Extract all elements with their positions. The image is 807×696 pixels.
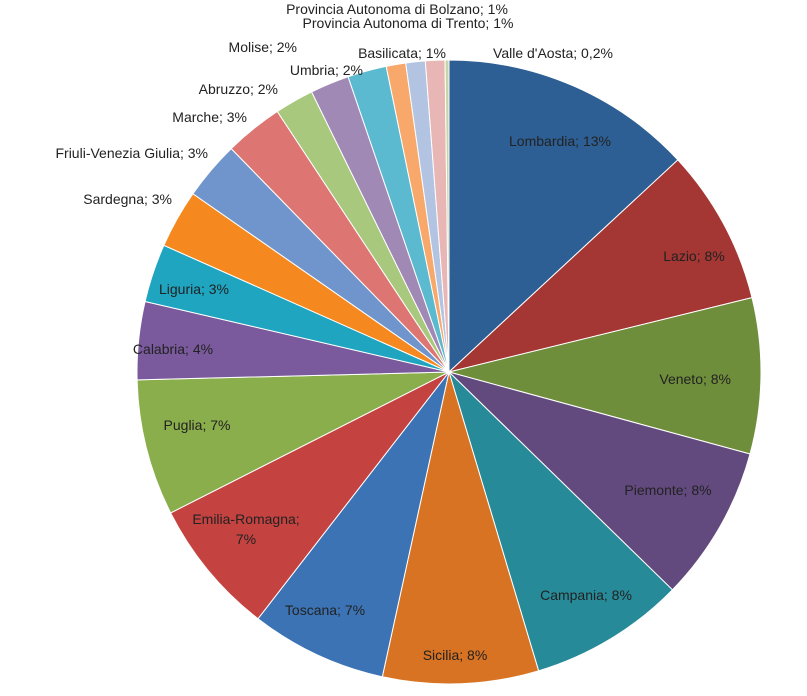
pie-slice-toscana xyxy=(257,371,450,678)
slice-label-friuli-venezia-giulia: Friuli-Venezia Giulia; 3% xyxy=(55,145,208,161)
slice-label-sardegna: Sardegna; 3% xyxy=(83,191,172,207)
pie-slice-veneto xyxy=(447,297,762,455)
slice-label-calabria: Calabria; 4% xyxy=(133,341,213,357)
slice-label-provincia-autonoma-di-bolzano: Provincia Autonoma di Bolzano; 1% xyxy=(286,1,508,17)
slice-label-abruzzo: Abruzzo; 2% xyxy=(199,81,278,97)
slice-label-marche: Marche; 3% xyxy=(172,109,247,125)
pie-slice-lazio xyxy=(447,159,753,373)
pie-slice-puglia xyxy=(136,371,450,514)
slice-label-puglia: Puglia; 7% xyxy=(164,417,231,433)
pie-slice-piemonte xyxy=(447,371,751,591)
slice-label-liguria: Liguria; 3% xyxy=(159,281,229,297)
pie-slices xyxy=(136,59,762,685)
pie-slice-emilia-romagna xyxy=(169,371,450,620)
slice-label-molise: Molise; 2% xyxy=(229,39,297,55)
pie-slice-sicilia xyxy=(381,370,540,685)
pie-slice-valle-d-aosta xyxy=(444,59,450,373)
pie-labels: Lombardia; 13% Lazio; 8% Veneto; 8% Piemont… xyxy=(55,1,731,663)
slice-label-valle-d-aosta: Valle d'Aosta; 0,2% xyxy=(493,45,613,61)
slice-label-sicilia: Sicilia; 8% xyxy=(423,647,488,663)
pie-slice-campania xyxy=(447,370,674,672)
pie-slice-lombardia xyxy=(448,59,679,374)
slice-label-toscana: Toscana; 7% xyxy=(285,602,365,618)
slice-label-lazio: Lazio; 8% xyxy=(663,248,724,264)
slice-label-emilia-romagna: Emilia-Romagna; 7% xyxy=(192,511,299,547)
slice-label-lombardia: Lombardia; 13% xyxy=(509,133,611,149)
slice-label-umbria: Umbria; 2% xyxy=(290,62,363,78)
slice-label-veneto: Veneto; 8% xyxy=(659,371,731,387)
slice-label-campania: Campania; 8% xyxy=(540,587,632,603)
slice-label-provincia-autonoma-di-trento: Provincia Autonoma di Trento; 1% xyxy=(303,15,514,31)
slice-label-basilicata: Basilicata; 1% xyxy=(358,45,446,61)
slice-label-piemonte: Piemonte; 8% xyxy=(624,482,711,498)
